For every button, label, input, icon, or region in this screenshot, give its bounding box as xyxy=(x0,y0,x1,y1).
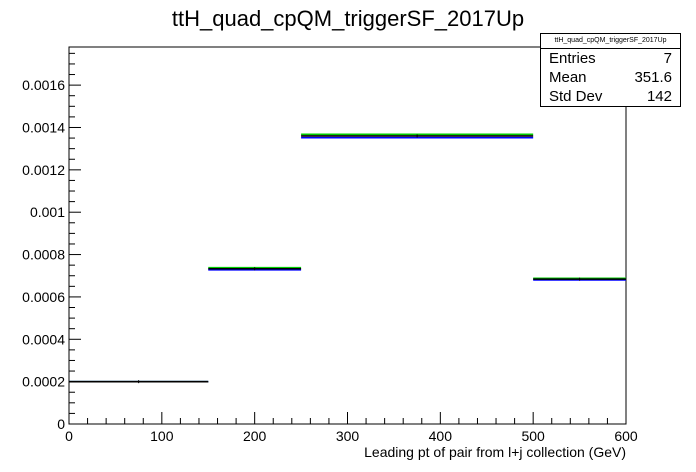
stats-value: 142 xyxy=(646,88,672,105)
stats-title: ttH_quad_cpQM_triggerSF_2017Up xyxy=(541,34,680,49)
stats-label: Mean xyxy=(549,69,587,86)
x-axis-label: Leading pt of pair from l+j collection (… xyxy=(364,444,626,460)
y-tick-label: 0.0016 xyxy=(22,77,65,93)
x-tick-label: 100 xyxy=(150,428,174,444)
x-tick-label: 600 xyxy=(614,428,638,444)
x-tick-label: 0 xyxy=(65,428,73,444)
chart-title: ttH_quad_cpQM_triggerSF_2017Up xyxy=(172,6,524,31)
stats-label: Entries xyxy=(549,50,596,67)
stats-label: Std Dev xyxy=(549,88,603,105)
x-tick-label: 500 xyxy=(521,428,545,444)
y-tick-label: 0 xyxy=(57,416,65,432)
x-tick-label: 400 xyxy=(429,428,453,444)
histogram-bars xyxy=(69,133,626,384)
y-tick-label: 0.0014 xyxy=(22,119,65,135)
stats-box: ttH_quad_cpQM_triggerSF_2017Up Entries 7… xyxy=(540,33,681,107)
stats-row-mean: Mean 351.6 xyxy=(541,68,680,87)
stats-value: 7 xyxy=(663,50,672,67)
axes: 0 100 200 300 400 500 600 0 0.0002 0.0004 0.0006 0.… xyxy=(22,52,638,444)
y-tick-label: 0.0006 xyxy=(22,289,65,305)
y-tick-label: 0.0008 xyxy=(22,247,65,263)
stats-value: 351.6 xyxy=(634,69,672,86)
x-tick-label: 200 xyxy=(243,428,267,444)
y-tick-label: 0.0004 xyxy=(22,331,65,347)
x-tick-label: 300 xyxy=(336,428,360,444)
stats-row-stddev: Std Dev 142 xyxy=(541,87,680,106)
y-tick-label: 0.0002 xyxy=(22,374,65,390)
stats-row-entries: Entries 7 xyxy=(541,49,680,68)
y-tick-label: 0.001 xyxy=(30,204,65,220)
y-tick-label: 0.0012 xyxy=(22,162,65,178)
